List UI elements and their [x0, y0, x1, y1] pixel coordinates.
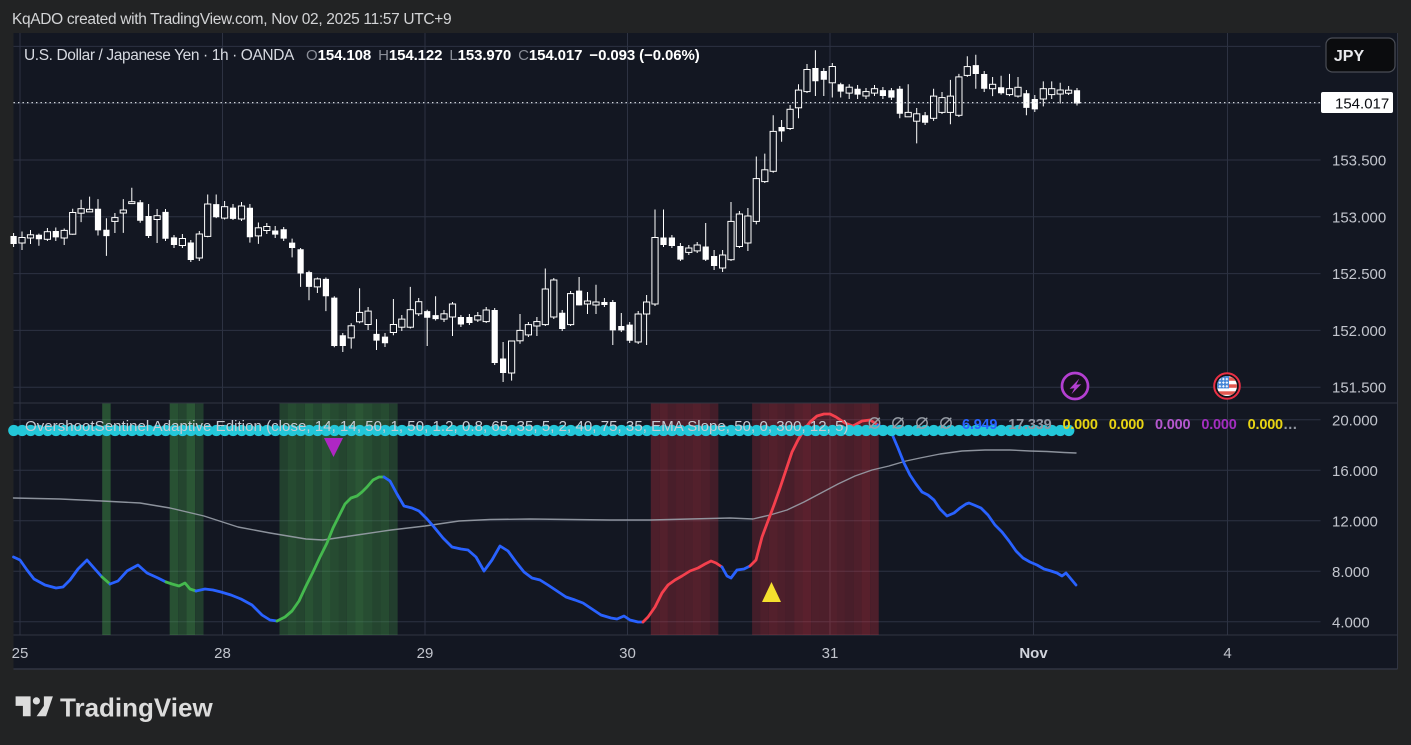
svg-text:12.000: 12.000 — [1332, 513, 1378, 530]
svg-text:25: 25 — [12, 645, 29, 662]
svg-text:KqADO created with TradingView: KqADO created with TradingView.com, Nov … — [12, 11, 451, 28]
svg-text:4: 4 — [1223, 645, 1231, 662]
svg-text:154.017: 154.017 — [1335, 96, 1389, 113]
svg-text:153.000: 153.000 — [1332, 209, 1386, 226]
svg-text:OvershootSentinel Adaptive Edi: OvershootSentinel Adaptive Edition (clos… — [25, 418, 849, 435]
svg-text:4.000: 4.000 — [1332, 614, 1370, 631]
svg-text:16.000: 16.000 — [1332, 463, 1378, 480]
svg-text:20.000: 20.000 — [1332, 412, 1378, 429]
svg-text:30: 30 — [619, 645, 636, 662]
svg-text:153.500: 153.500 — [1332, 153, 1386, 170]
svg-text:TradingView: TradingView — [60, 693, 213, 723]
svg-text:31: 31 — [822, 645, 839, 662]
svg-text:152.000: 152.000 — [1332, 323, 1386, 340]
svg-text:Nov: Nov — [1019, 645, 1048, 662]
svg-text:29: 29 — [417, 645, 434, 662]
svg-text:152.500: 152.500 — [1332, 266, 1386, 283]
svg-text:U.S. Dollar / Japanese Yen · 1: U.S. Dollar / Japanese Yen · 1h · OANDA — [24, 47, 295, 64]
svg-text:151.500: 151.500 — [1332, 380, 1386, 397]
svg-text:JPY: JPY — [1334, 48, 1365, 65]
svg-text:8.000: 8.000 — [1332, 564, 1370, 581]
svg-text:28: 28 — [214, 645, 231, 662]
